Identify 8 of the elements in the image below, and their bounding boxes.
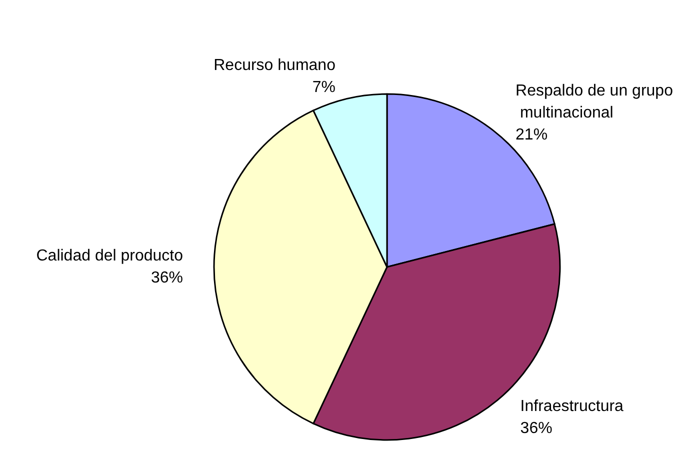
- slice-label: Infraestructura: [520, 398, 624, 415]
- data-label: 36%: [520, 420, 552, 437]
- data-label: 7%: [312, 79, 336, 96]
- slice-label: Respaldo de un grupo multinacional: [516, 82, 674, 122]
- data-label: 36%: [150, 270, 183, 286]
- data-label: 21%: [516, 126, 548, 144]
- slice-label: Calidad del producto: [36, 248, 184, 264]
- slice-label: Recurso humano: [214, 57, 336, 74]
